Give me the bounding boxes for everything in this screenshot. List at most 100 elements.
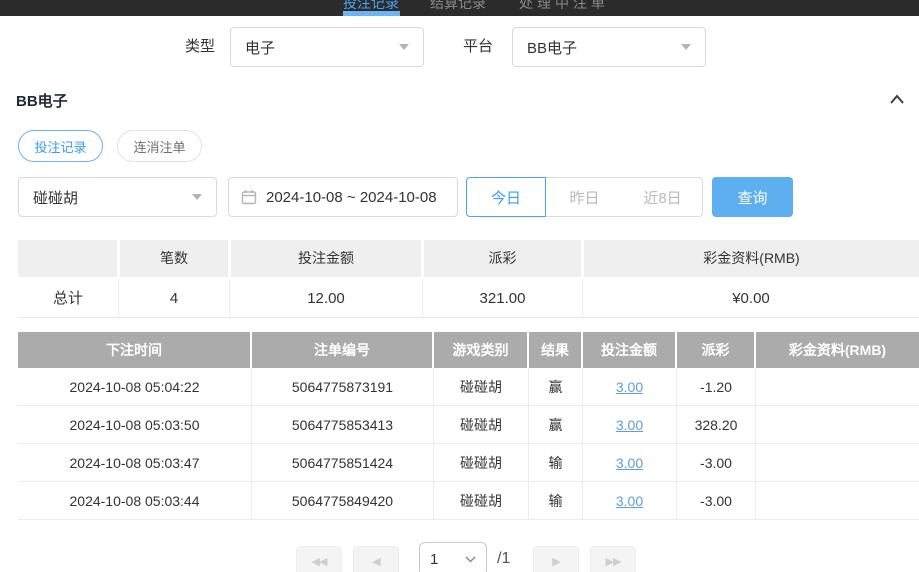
cell-payout: -3.00 [677, 482, 756, 520]
cell-order-id: 5064775873191 [252, 368, 434, 406]
query-toolbar: 碰碰胡 2024-10-08 ~ 2024-10-08 今日 昨日 近8日 查询 [0, 177, 919, 217]
cell-order-id: 5064775849420 [252, 482, 434, 520]
cell-game-type: 碰碰胡 [434, 406, 529, 444]
cell-payout: -3.00 [677, 444, 756, 482]
cell-bet-time: 2024-10-08 05:03:50 [18, 406, 252, 444]
cell-game-type: 碰碰胡 [434, 368, 529, 406]
calendar-icon [241, 190, 257, 205]
collapse-section-button[interactable] [887, 90, 907, 110]
bet-amount-link[interactable]: 3.00 [615, 417, 644, 433]
summary-bet-amount-value: 12.00 [230, 279, 423, 318]
summary-header-bonus: 彩金资料(RMB) [584, 240, 919, 277]
page-total-label: /1 [497, 550, 511, 567]
subtab-bet-records[interactable]: 投注记录 [18, 130, 103, 162]
subtab-label: 投注记录 [34, 139, 87, 155]
bet-amount-link[interactable]: 3.00 [615, 493, 644, 509]
date-range-picker[interactable]: 2024-10-08 ~ 2024-10-08 [228, 177, 458, 217]
today-button[interactable]: 今日 [466, 177, 546, 217]
cell-bet-time: 2024-10-08 05:03:47 [18, 444, 252, 482]
table-row: 2024-10-08 05:03:44 5064775849420 碰碰胡 输 … [18, 482, 919, 520]
page-number-select[interactable]: 1 [419, 542, 487, 572]
records-header-row: 下注时间 注单编号 游戏类别 结果 投注金额 派彩 彩金资料(RMB) [18, 332, 919, 368]
left-arrow-icon: ◀ [372, 556, 381, 568]
yesterday-button[interactable]: 昨日 [545, 177, 624, 217]
top-navbar: 投注记录 结算记录 处理中注单 [0, 0, 919, 16]
cell-order-id: 5064775851424 [252, 444, 434, 482]
right-arrow-icon: ▶ [552, 556, 561, 568]
pagination-prev-button[interactable]: ◀ [353, 546, 399, 572]
summary-header-blank [18, 240, 117, 277]
nav-tab-pending-orders[interactable]: 处理中注单 [519, 0, 609, 11]
header-bonus: 彩金资料(RMB) [756, 332, 919, 368]
chevron-down-icon [192, 194, 202, 200]
cell-result: 赢 [529, 368, 583, 406]
type-label: 类型 [185, 38, 216, 55]
subtab-cancelled-orders[interactable]: 连消注单 [117, 130, 202, 162]
cell-game-type: 碰碰胡 [434, 444, 529, 482]
summary-bonus-value: ¥0.00 [583, 279, 919, 318]
summary-count-value: 4 [119, 279, 230, 318]
cell-result: 输 [529, 444, 583, 482]
header-payout: 派彩 [677, 332, 754, 368]
bet-amount-link[interactable]: 3.00 [615, 379, 644, 395]
type-select[interactable]: 电子 [230, 27, 424, 67]
game-select-value: 碰碰胡 [33, 189, 79, 207]
summary-header-payout: 派彩 [424, 240, 581, 277]
last-8-days-button[interactable]: 近8日 [623, 177, 703, 217]
header-bet-time: 下注时间 [18, 332, 250, 368]
chevron-up-icon [890, 94, 904, 104]
last-8-days-label: 近8日 [643, 189, 682, 207]
game-select[interactable]: 碰碰胡 [18, 177, 217, 217]
platform-label: 平台 [463, 38, 494, 55]
today-label: 今日 [490, 189, 521, 207]
yesterday-label: 昨日 [569, 189, 600, 207]
records-table: 下注时间 注单编号 游戏类别 结果 投注金额 派彩 彩金资料(RMB) 2024… [18, 332, 919, 520]
summary-header-row: 笔数 投注金额 派彩 彩金资料(RMB) [18, 240, 919, 277]
section-title: BB电子 [16, 93, 68, 110]
summary-header-count: 笔数 [120, 240, 228, 277]
header-result: 结果 [529, 332, 581, 368]
cell-bonus [756, 482, 919, 520]
cell-bet-time: 2024-10-08 05:04:22 [18, 368, 252, 406]
type-select-value: 电子 [245, 39, 276, 57]
double-right-arrow-icon: ▶▶ [605, 556, 622, 568]
cell-game-type: 碰碰胡 [434, 482, 529, 520]
cell-result: 赢 [529, 406, 583, 444]
pagination-first-button[interactable]: ◀◀ [296, 546, 342, 572]
summary-total-label: 总计 [18, 279, 119, 318]
cell-payout: 328.20 [677, 406, 756, 444]
cell-bet-time: 2024-10-08 05:03:44 [18, 482, 252, 520]
cell-payout: -1.20 [677, 368, 756, 406]
date-range-value: 2024-10-08 ~ 2024-10-08 [266, 188, 437, 206]
cell-result: 输 [529, 482, 583, 520]
cell-bonus [756, 406, 919, 444]
platform-select-value: BB电子 [527, 39, 578, 57]
table-row: 2024-10-08 05:04:22 5064775873191 碰碰胡 赢 … [18, 368, 919, 406]
search-button[interactable]: 查询 [712, 177, 793, 217]
summary-header-bet-amount: 投注金额 [231, 240, 421, 277]
pagination-next-button[interactable]: ▶ [533, 546, 579, 572]
header-bet-amount: 投注金额 [583, 332, 675, 368]
platform-select[interactable]: BB电子 [512, 27, 706, 67]
chevron-down-icon [399, 44, 409, 50]
summary-payout-value: 321.00 [423, 279, 583, 318]
cell-order-id: 5064775853413 [252, 406, 434, 444]
double-left-arrow-icon: ◀◀ [311, 556, 328, 568]
pagination-last-button[interactable]: ▶▶ [590, 546, 636, 572]
nav-tab-settled-records[interactable]: 结算记录 [430, 0, 486, 11]
subtab-label: 连消注单 [133, 139, 186, 155]
nav-tab-bet-records[interactable]: 投注记录 [343, 0, 399, 11]
summary-total-row: 总计 4 12.00 321.00 ¥0.00 [18, 279, 919, 318]
table-row: 2024-10-08 05:03:50 5064775853413 碰碰胡 赢 … [18, 406, 919, 444]
active-tab-underline [343, 11, 400, 16]
chevron-down-icon [465, 555, 476, 563]
header-game-type: 游戏类别 [434, 332, 527, 368]
header-order-id: 注单编号 [252, 332, 432, 368]
cell-bonus [756, 368, 919, 406]
chevron-down-icon [681, 44, 691, 50]
table-row: 2024-10-08 05:03:47 5064775851424 碰碰胡 输 … [18, 444, 919, 482]
bet-amount-link[interactable]: 3.00 [615, 455, 644, 471]
page-number-value: 1 [430, 550, 439, 568]
summary-table: 笔数 投注金额 派彩 彩金资料(RMB) 总计 4 12.00 321.00 ¥… [18, 240, 919, 318]
